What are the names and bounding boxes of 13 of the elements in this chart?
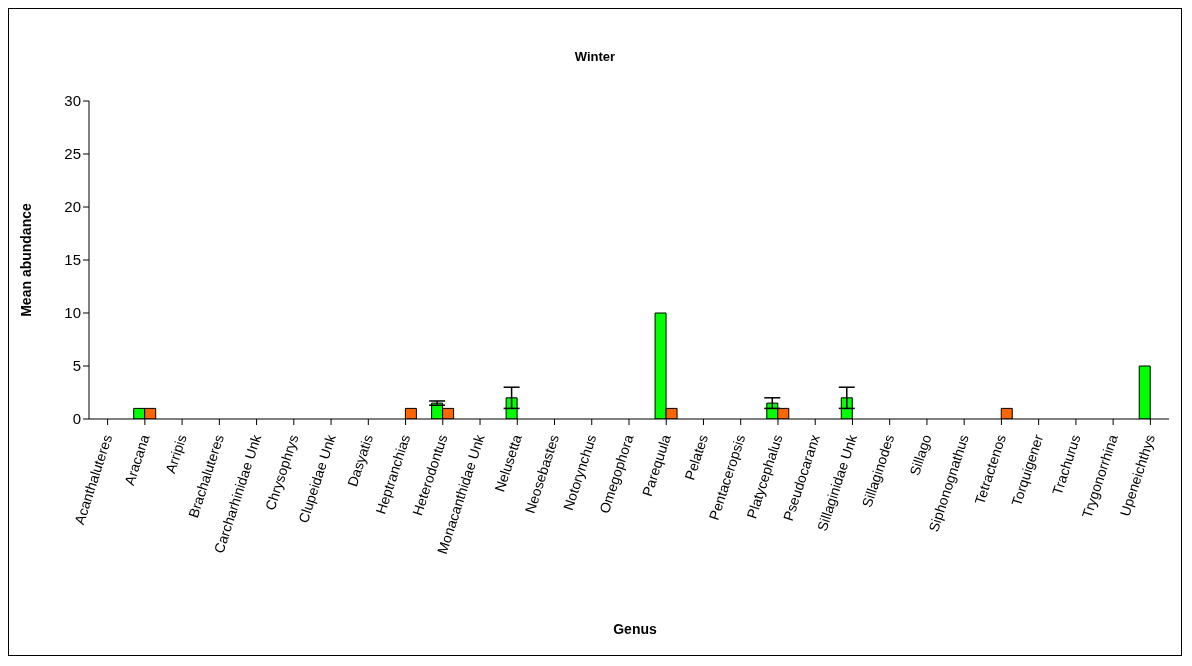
y-tick-label: 30	[64, 92, 81, 110]
x-tick-label: Pelates	[681, 432, 712, 482]
x-tick-label: Sillago	[906, 432, 935, 478]
y-tick-label: 15	[64, 251, 81, 269]
y-tick-label: 0	[72, 410, 81, 428]
x-tick-label: Arripis	[162, 432, 190, 476]
chart-title: Winter	[573, 49, 617, 64]
y-axis-title: Mean abundance	[17, 203, 34, 317]
x-axis-title: Genus	[612, 621, 658, 637]
y-tick-label: 5	[72, 357, 81, 375]
y-tick-label: 20	[64, 198, 81, 216]
y-tick-label: 10	[64, 304, 81, 322]
y-tick-label: 25	[64, 145, 81, 163]
